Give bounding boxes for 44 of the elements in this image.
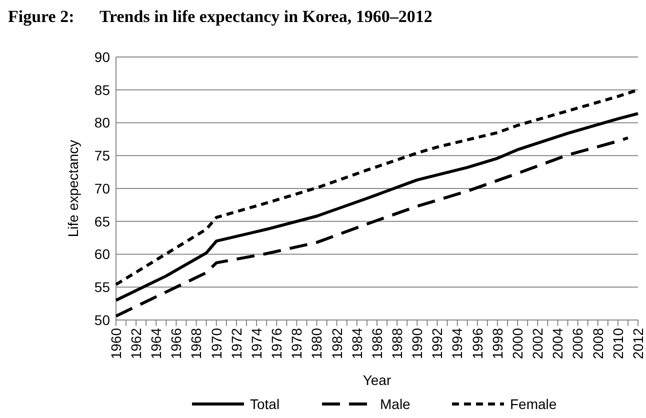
y-tick-label: 90 [94, 48, 110, 65]
x-tick-label: 1984 [348, 328, 365, 360]
y-tick-label: 55 [94, 279, 110, 296]
y-tick-label: 75 [94, 148, 110, 164]
y-tick-label: 70 [94, 180, 110, 196]
x-tick-label: 1976 [268, 328, 285, 360]
y-tick-label: 65 [94, 213, 110, 230]
legend-label: Male [380, 396, 411, 412]
x-tick-label: 1974 [248, 328, 264, 360]
x-tick-label: 2008 [590, 328, 606, 360]
x-tick-label: 1978 [288, 328, 305, 360]
x-tick-label: 1970 [208, 328, 224, 360]
y-tick-label: 85 [94, 82, 110, 98]
chart-title: Figure 2: Trends in life expectancy in Korea, 1960–2012 [8, 7, 432, 26]
x-tick-label: 1966 [168, 328, 184, 360]
x-tick-label: 2006 [570, 328, 586, 360]
line-series [114, 136, 630, 318]
line-series [114, 112, 640, 302]
x-axis-title: Year [362, 372, 392, 388]
x-tick-label: 1994 [449, 328, 466, 360]
x-tick-label: 1972 [228, 328, 244, 360]
y-tick-label: 60 [94, 246, 110, 262]
x-tick-label: 2004 [550, 328, 566, 360]
x-tick-label: 1968 [188, 328, 204, 360]
x-tick-label: 1990 [409, 328, 426, 360]
y-tick-label: 80 [94, 114, 110, 131]
x-tick-label: 1998 [489, 328, 506, 360]
x-tick-label: 2010 [610, 328, 626, 360]
x-tick-label: 1980 [308, 328, 325, 360]
x-tick-label: 1960 [108, 328, 124, 360]
y-axis-title: Life expectancy [65, 140, 81, 238]
x-tick-label: 1992 [429, 328, 446, 360]
x-tick-label: 1986 [368, 328, 385, 360]
x-tick-label: 2012 [630, 328, 646, 360]
y-tick-label: 50 [94, 312, 110, 328]
x-tick-label: 1964 [148, 328, 164, 360]
x-tick-label: 2000 [509, 328, 526, 360]
x-tick-label: 1982 [328, 328, 345, 360]
legend-label: Female [510, 396, 557, 412]
x-tick-label: 2002 [530, 328, 546, 360]
x-tick-label: 1996 [469, 328, 486, 360]
x-tick-label: 1988 [388, 328, 405, 360]
legend-label: Total [250, 396, 280, 412]
x-tick-label: 1962 [128, 328, 144, 360]
